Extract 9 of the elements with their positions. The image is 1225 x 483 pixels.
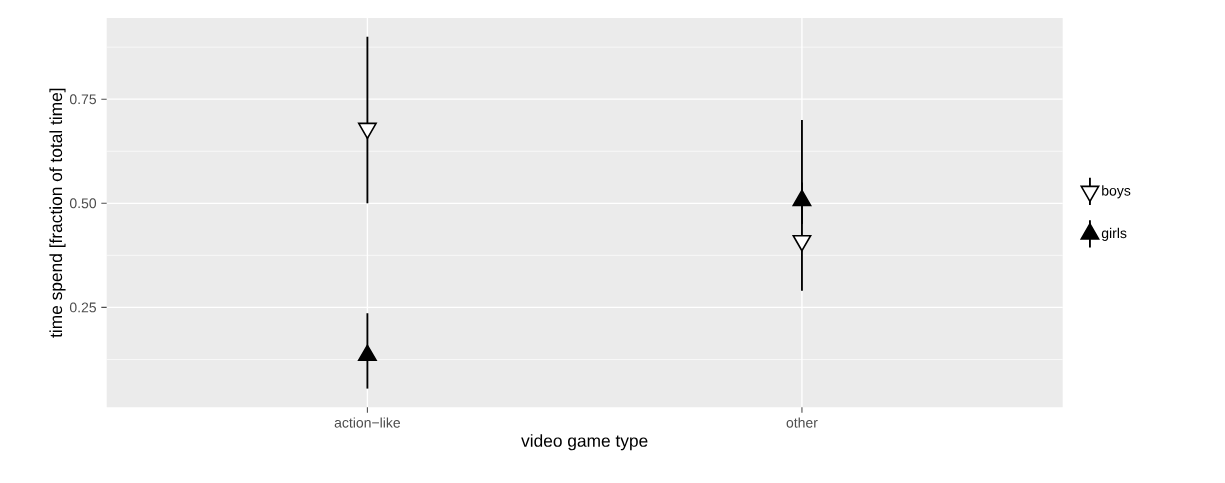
y-axis-title: time spend [fraction of total time]	[49, 88, 66, 338]
x-tick-label: action−like	[334, 417, 401, 428]
legend-label: girls	[1101, 227, 1127, 241]
x-axis-title: video game type	[521, 434, 648, 451]
y-tick-label: 0.25	[69, 302, 97, 313]
y-tick-label: 0.75	[69, 94, 97, 105]
x-tick-label: other	[786, 417, 818, 428]
y-tick-label: 0.50	[69, 198, 97, 209]
legend-label: boys	[1102, 185, 1131, 199]
